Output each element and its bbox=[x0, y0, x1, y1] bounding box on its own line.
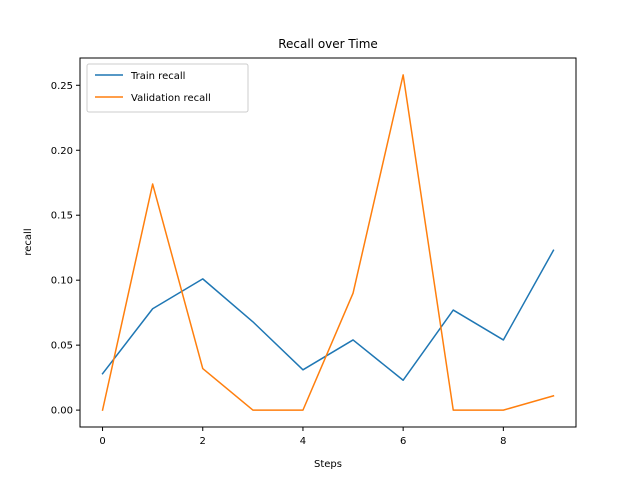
x-axis-label: Steps bbox=[314, 459, 342, 470]
plot-frame bbox=[79, 57, 577, 428]
x-tick-label: 8 bbox=[500, 436, 506, 447]
y-tick-label: 0.15 bbox=[51, 211, 73, 222]
x-axis: 0 2 4 6 8 bbox=[99, 427, 507, 447]
y-tick-label: 0.25 bbox=[51, 81, 73, 92]
y-tick-label: 0.05 bbox=[51, 341, 73, 352]
y-tick-label: 0.20 bbox=[51, 146, 73, 157]
y-axis-label: recall bbox=[23, 228, 34, 255]
y-tick-label: 0.00 bbox=[51, 406, 73, 417]
legend: Train recall Validation recall bbox=[86, 63, 249, 113]
series-line-0 bbox=[101, 249, 555, 381]
x-tick-label: 0 bbox=[99, 436, 105, 447]
legend-box bbox=[86, 63, 249, 113]
y-tick-label: 0.10 bbox=[51, 276, 73, 287]
series-line-1 bbox=[101, 74, 555, 412]
series-layer bbox=[101, 74, 555, 412]
y-axis: 0.00 0.05 0.10 0.15 0.20 0.25 bbox=[51, 81, 80, 417]
legend-label-train: Train recall bbox=[130, 71, 185, 82]
chart-title: Recall over Time bbox=[278, 37, 378, 51]
x-tick-label: 6 bbox=[400, 436, 406, 447]
legend-label-validation: Validation recall bbox=[131, 93, 211, 104]
x-tick-label: 4 bbox=[300, 436, 306, 447]
x-tick-label: 2 bbox=[200, 436, 206, 447]
